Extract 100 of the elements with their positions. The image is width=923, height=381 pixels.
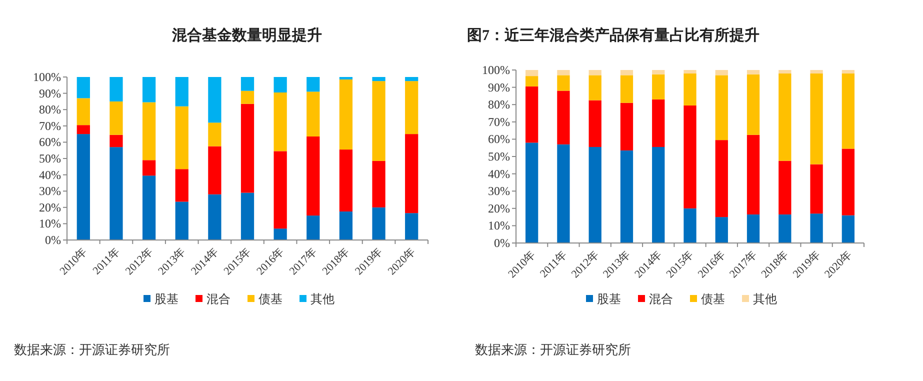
bar bbox=[715, 140, 728, 218]
y-tick-label: 100% bbox=[482, 63, 510, 77]
y-tick-label: 50% bbox=[39, 152, 61, 166]
y-tick-label: 70% bbox=[488, 114, 510, 129]
y-tick-label: 40% bbox=[488, 166, 510, 181]
source-note: 数据来源：开源证券研究所 bbox=[475, 342, 631, 357]
legend-label: 混合 bbox=[649, 292, 673, 306]
legend-label: 债基 bbox=[701, 292, 725, 306]
bar bbox=[175, 106, 188, 170]
y-tick-label: 50% bbox=[488, 150, 510, 164]
bar bbox=[557, 70, 570, 76]
bar bbox=[76, 125, 90, 134]
bar bbox=[652, 146, 665, 243]
bar bbox=[306, 136, 320, 216]
bar bbox=[306, 216, 320, 240]
y-tick-label: 10% bbox=[39, 216, 61, 231]
legend-label: 混合 bbox=[206, 292, 230, 306]
legend-label: 股基 bbox=[597, 292, 621, 306]
y-tick-label: 20% bbox=[39, 200, 61, 214]
bar bbox=[588, 75, 602, 100]
y-tick-label: 0% bbox=[494, 236, 510, 250]
bar bbox=[372, 160, 386, 208]
y-tick-label: 80% bbox=[488, 98, 510, 112]
y-tick-label: 40% bbox=[39, 168, 61, 182]
y-tick-label: 60% bbox=[488, 132, 510, 146]
bar bbox=[810, 164, 823, 214]
bar bbox=[76, 98, 90, 126]
bar bbox=[339, 79, 353, 150]
legend-label: 债基 bbox=[258, 292, 282, 306]
y-tick-label: 90% bbox=[39, 86, 61, 100]
bar bbox=[372, 207, 386, 240]
bar bbox=[525, 142, 538, 243]
bar bbox=[405, 134, 418, 214]
bar bbox=[372, 81, 386, 161]
y-tick-label: 30% bbox=[488, 184, 510, 198]
bar bbox=[620, 75, 634, 103]
bar bbox=[778, 70, 792, 74]
bar bbox=[110, 77, 123, 102]
bar bbox=[240, 77, 254, 91]
chart-title: 图7：近三年混合类产品保有量占比有所提升 bbox=[467, 27, 760, 44]
y-tick-label: 10% bbox=[488, 218, 510, 233]
bar bbox=[405, 213, 418, 240]
bar bbox=[339, 211, 353, 240]
y-tick-label: 70% bbox=[39, 118, 61, 133]
bar bbox=[208, 122, 222, 146]
bar bbox=[372, 77, 386, 82]
bar bbox=[620, 70, 634, 76]
bar bbox=[208, 194, 222, 240]
bar bbox=[746, 74, 760, 135]
y-tick-label: 20% bbox=[488, 201, 510, 216]
bar bbox=[525, 76, 538, 86]
bar bbox=[306, 92, 320, 136]
bar bbox=[306, 77, 320, 92]
bar bbox=[274, 151, 287, 229]
bar bbox=[778, 73, 792, 161]
bar bbox=[778, 160, 792, 214]
bar bbox=[746, 70, 760, 74]
bar bbox=[620, 102, 634, 150]
bar bbox=[525, 70, 538, 76]
y-tick-label: 100% bbox=[33, 70, 61, 84]
bar bbox=[684, 73, 696, 106]
bar bbox=[715, 70, 728, 76]
bar bbox=[208, 77, 222, 123]
bar bbox=[842, 148, 855, 216]
bar bbox=[175, 77, 188, 106]
bar bbox=[652, 99, 665, 147]
bar bbox=[842, 70, 855, 74]
bar bbox=[339, 150, 353, 212]
bar bbox=[684, 105, 696, 208]
legend-label: 股基 bbox=[154, 292, 178, 306]
bar bbox=[652, 74, 665, 100]
bar bbox=[76, 77, 90, 98]
bar bbox=[240, 104, 254, 193]
y-tick-label: 0% bbox=[45, 233, 61, 247]
bar bbox=[684, 70, 696, 74]
bar bbox=[525, 86, 538, 143]
bar bbox=[240, 90, 254, 104]
bar bbox=[240, 192, 254, 240]
bar bbox=[810, 214, 823, 243]
bar bbox=[76, 134, 90, 240]
bar bbox=[588, 100, 602, 147]
bar bbox=[110, 101, 123, 135]
bar bbox=[684, 208, 696, 243]
legend-label: 其他 bbox=[310, 292, 334, 306]
bar bbox=[274, 228, 287, 240]
bar bbox=[405, 77, 418, 82]
bar bbox=[175, 202, 188, 240]
chart-title: 混合基金数量明显提升 bbox=[171, 27, 322, 44]
bar bbox=[778, 214, 792, 243]
x-tick-label: 2011年 bbox=[538, 248, 570, 280]
bar bbox=[810, 70, 823, 74]
bar bbox=[557, 144, 570, 243]
bar bbox=[557, 90, 570, 144]
bar bbox=[142, 102, 156, 160]
y-tick-label: 60% bbox=[39, 135, 61, 150]
bar bbox=[110, 147, 123, 240]
bar bbox=[588, 70, 602, 76]
bar bbox=[208, 146, 222, 194]
bar bbox=[715, 217, 728, 243]
legend-label: 其他 bbox=[753, 292, 777, 306]
